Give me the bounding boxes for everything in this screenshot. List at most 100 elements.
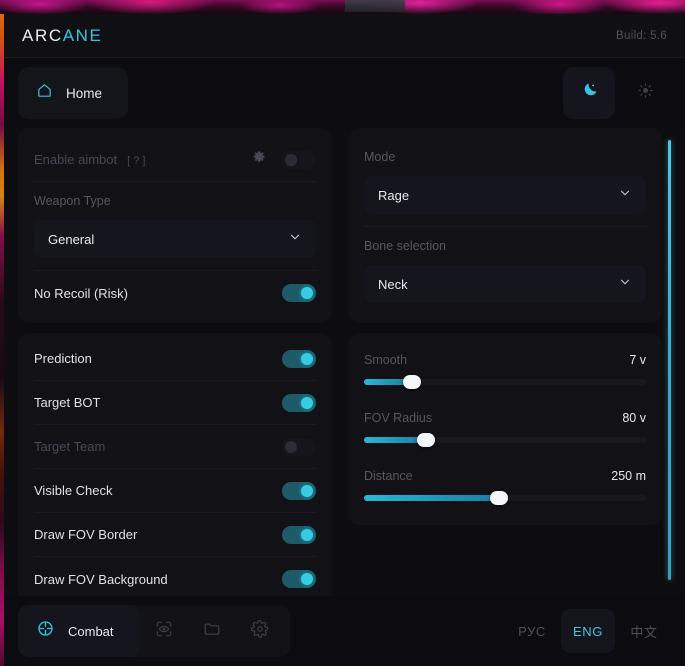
row-target-team[interactable]: Target Team [34, 425, 316, 469]
row-draw-fov-border[interactable]: Draw FOV Border [34, 513, 316, 557]
target-bot-toggle[interactable] [282, 393, 316, 412]
target-bot-label: Target BOT [34, 395, 101, 410]
bone-selection-field: Bone selection Neck [364, 227, 646, 315]
mode-select[interactable]: Rage [364, 176, 646, 214]
chevron-down-icon [618, 275, 632, 294]
slider-thumb[interactable] [417, 433, 436, 447]
vertical-scrollbar[interactable] [668, 140, 671, 580]
row-enable-aimbot[interactable]: Enable aimbot [ ? ] [34, 138, 316, 182]
slider-fill [364, 437, 427, 443]
enable-aimbot-help-hint[interactable]: [ ? ] [127, 155, 146, 167]
enable-aimbot-toggle[interactable] [282, 150, 316, 169]
top-navigation-bar: Home [4, 58, 685, 128]
slider-fov-radius-track[interactable] [364, 433, 646, 447]
draw-fov-border-toggle[interactable] [282, 525, 316, 544]
mode-field: Mode Rage [364, 138, 646, 227]
slider-distance: Distance 250 m [364, 459, 646, 517]
tab-settings[interactable] [236, 605, 284, 657]
row-prediction[interactable]: Prediction [34, 337, 316, 381]
tab-combat[interactable]: Combat [18, 605, 140, 657]
toggle-knob [285, 440, 297, 453]
chevron-down-icon [618, 186, 632, 205]
mode-label: Mode [364, 150, 396, 164]
folder-icon [203, 620, 221, 643]
app-header: ARCANE Build: 5.6 [4, 14, 685, 58]
moon-icon [580, 81, 599, 105]
lang-button-rus[interactable]: РУС [518, 623, 546, 639]
theme-dark-button[interactable] [563, 67, 615, 119]
nav-tab-home-label: Home [66, 85, 103, 101]
toggle-knob [301, 573, 313, 585]
settings-gear-icon [250, 619, 269, 643]
gear-icon[interactable] [252, 150, 266, 169]
sun-icon [637, 82, 654, 104]
draw-fov-background-label: Draw FOV Background [34, 571, 168, 587]
slider-fov-radius: FOV Radius 80 v [364, 401, 646, 459]
aimbot-card: Enable aimbot [ ? ] [18, 128, 332, 323]
mode-value: Rage [378, 187, 410, 203]
home-icon [36, 82, 53, 104]
prediction-label: Prediction [34, 351, 92, 366]
visuals-icon [155, 620, 173, 643]
toggle-knob [301, 484, 313, 497]
slider-thumb[interactable] [402, 375, 421, 389]
settings-body: Enable aimbot [ ? ] [4, 128, 685, 605]
slider-smooth-value: 7 v [629, 353, 646, 367]
hero-banner-figure [345, 0, 405, 12]
theme-switcher [563, 67, 671, 119]
theme-light-button[interactable] [619, 67, 671, 119]
nav-tab-home[interactable]: Home [18, 67, 129, 119]
tab-combat-label: Combat [68, 623, 114, 639]
slider-smooth-track[interactable] [364, 375, 646, 389]
slider-thumb[interactable] [490, 491, 509, 505]
toggle-knob [301, 287, 313, 299]
slider-smooth: Smooth 7 v [364, 343, 646, 401]
slider-fill [364, 495, 500, 501]
footer-bar: Combat [4, 596, 685, 666]
bone-selection-select[interactable]: Neck [364, 265, 646, 303]
draw-fov-background-toggle[interactable] [282, 570, 316, 588]
target-team-toggle[interactable] [282, 437, 316, 456]
bone-selection-value: Neck [378, 276, 408, 292]
no-recoil-toggle[interactable] [282, 284, 316, 302]
lang-button-zh[interactable]: 中文 [630, 624, 658, 640]
lang-button-eng[interactable]: ENG [561, 609, 615, 653]
slider-distance-label: Distance [364, 469, 413, 483]
crosshair-icon [36, 619, 55, 643]
target-team-label: Target Team [34, 439, 106, 454]
visible-check-toggle[interactable] [282, 481, 316, 500]
chevron-down-icon [288, 230, 302, 249]
row-draw-fov-background[interactable]: Draw FOV Background [34, 557, 316, 601]
slider-distance-track[interactable] [364, 491, 646, 505]
logo-text-accent: ANE [62, 25, 103, 45]
no-recoil-label: No Recoil (Risk) [34, 285, 128, 301]
weapon-type-select[interactable]: General [34, 220, 316, 258]
mode-bone-card: Mode Rage Bone selection Neck [348, 128, 662, 323]
draw-fov-border-label: Draw FOV Border [34, 527, 138, 542]
category-tabs: Combat [18, 605, 290, 657]
sliders-card: Smooth 7 v FOV Radius 80 v [348, 333, 662, 525]
slider-fill [364, 379, 412, 385]
app-logo: ARCANE [22, 26, 102, 46]
right-settings-column: Mode Rage Bone selection Neck [348, 128, 662, 596]
language-switcher: РУС ENG 中文 [505, 609, 671, 653]
left-edge-accent-strip [0, 14, 4, 666]
weapon-type-field: Weapon Type General [34, 182, 316, 271]
enable-aimbot-label: Enable aimbot [34, 152, 118, 167]
tab-configs[interactable] [188, 605, 236, 657]
toggle-knob [301, 352, 313, 365]
row-visible-check[interactable]: Visible Check [34, 469, 316, 513]
row-no-recoil[interactable]: No Recoil (Risk) [34, 271, 316, 315]
tab-visuals[interactable] [140, 605, 188, 657]
row-target-bot[interactable]: Target BOT [34, 381, 316, 425]
visible-check-label: Visible Check [34, 483, 113, 498]
logo-text-primary: ARC [22, 25, 63, 45]
weapon-type-value: General [48, 231, 95, 247]
toggle-knob [285, 153, 297, 166]
bone-selection-label: Bone selection [364, 239, 447, 253]
hero-banner-strip [0, 0, 685, 14]
targeting-options-card: Prediction Target BOT Target Team Visibl… [18, 333, 332, 605]
slider-distance-value: 250 m [611, 469, 646, 483]
prediction-toggle[interactable] [282, 349, 316, 368]
